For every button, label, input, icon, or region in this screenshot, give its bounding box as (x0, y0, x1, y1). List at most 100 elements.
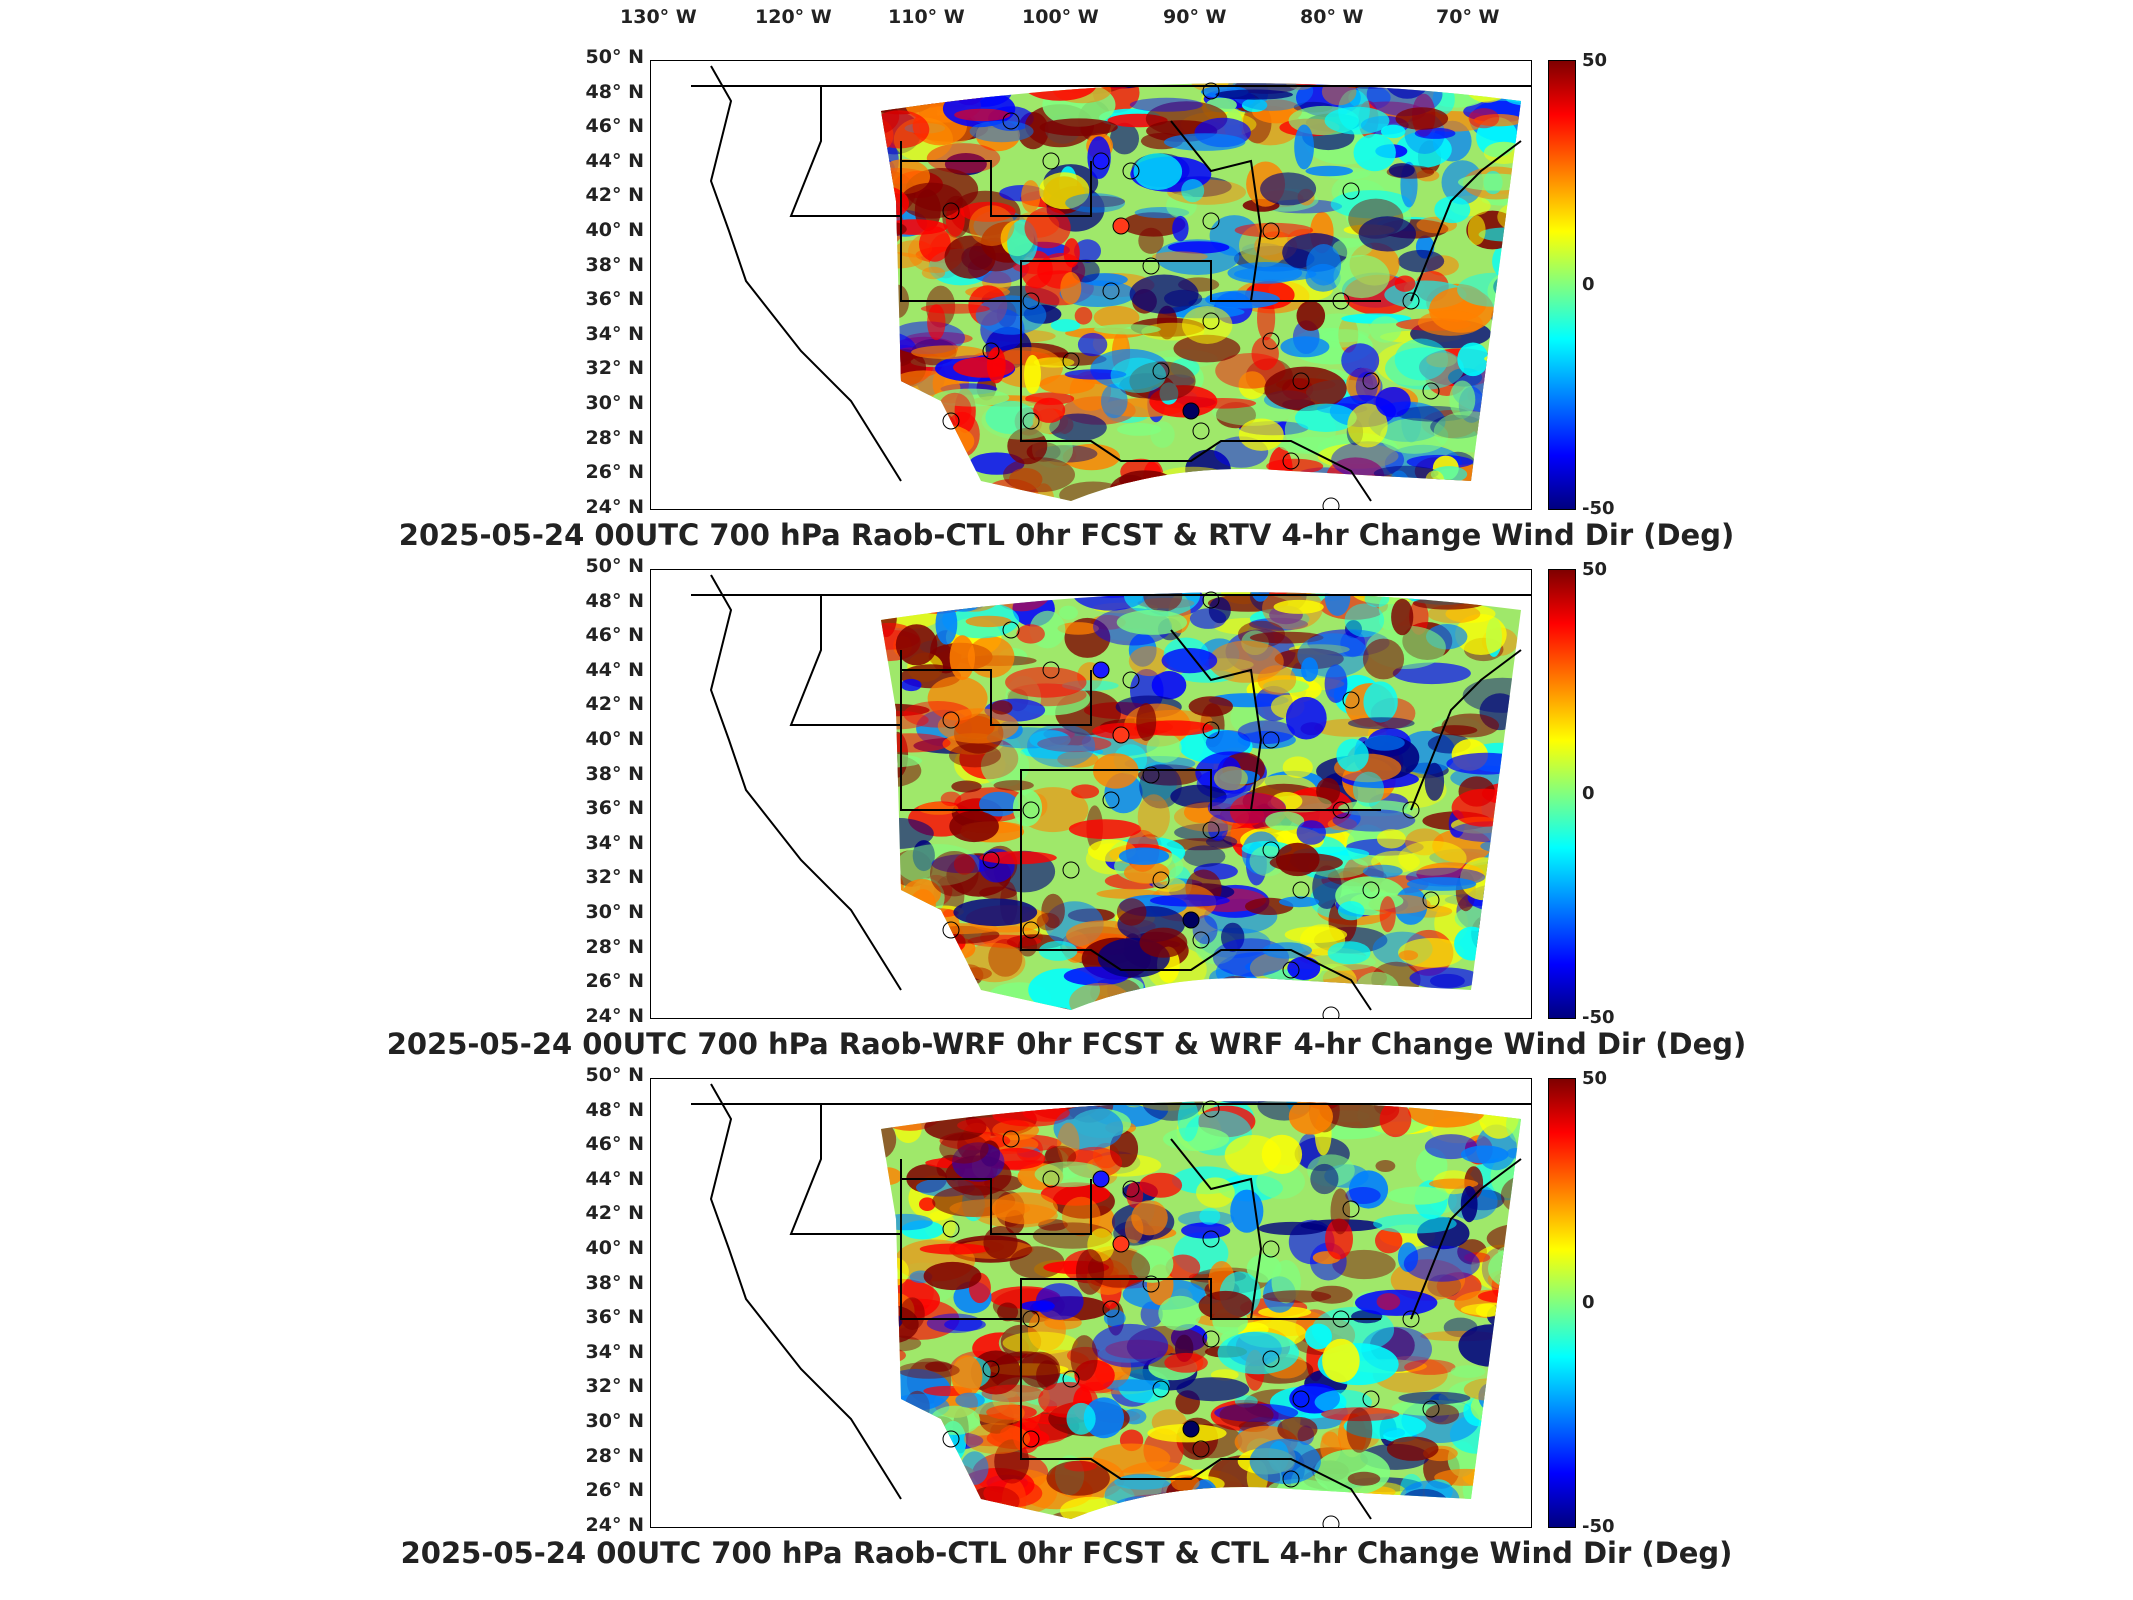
station-marker (1332, 801, 1350, 819)
map-canvas (691, 574, 1531, 1018)
lat-label: 48° N (585, 80, 644, 103)
lon-label: 100° W (1022, 6, 1099, 28)
lat-label: 40° N (585, 728, 644, 750)
station-marker (1112, 726, 1130, 744)
station-marker (1422, 891, 1440, 909)
station-marker (942, 412, 960, 430)
lat-label: 48° N (585, 589, 644, 612)
station-marker (1292, 372, 1310, 390)
station-marker (1152, 871, 1170, 889)
station-marker (1102, 282, 1120, 300)
station-marker (982, 851, 1000, 869)
station-marker (1282, 961, 1300, 979)
wind-dir-field (881, 592, 1521, 1010)
station-marker (1422, 382, 1440, 400)
lat-label: 46° N (585, 115, 644, 138)
lat-label: 28° N (585, 935, 644, 958)
map-panel-1: 50° N 48° N 46° N 44° N 42° N 40° N 38° N 36° N… (0, 44, 2133, 556)
station-marker (1002, 1130, 1020, 1148)
map-canvas (691, 1083, 1531, 1527)
lat-label: 50° N (585, 555, 644, 577)
colorbar-max-label: 50 (1582, 1068, 1608, 1089)
station-marker (1332, 1310, 1350, 1328)
station-marker (1202, 1100, 1220, 1118)
station-marker (1342, 691, 1360, 709)
station-marker (1092, 152, 1110, 170)
station-marker (1362, 881, 1380, 899)
station-marker (1342, 182, 1360, 200)
station-marker (1112, 1235, 1130, 1253)
station-marker (942, 1220, 960, 1238)
lat-label: 44° N (585, 149, 644, 172)
station-marker (942, 711, 960, 729)
station-marker (1062, 861, 1080, 879)
station-marker (1042, 152, 1060, 170)
lat-label: 30° N (585, 392, 644, 414)
colorbar-mid-label: 0 (1582, 274, 1595, 295)
station-marker (1022, 921, 1040, 939)
station-marker (1152, 1380, 1170, 1398)
station-markers (942, 591, 1440, 1018)
station-marker (1192, 1440, 1210, 1458)
station-marker (1422, 1400, 1440, 1418)
station-marker (1202, 1230, 1220, 1248)
station-marker (1092, 661, 1110, 679)
station-marker (1202, 82, 1220, 100)
map-plot (650, 569, 1532, 1019)
lat-label: 24° N (585, 495, 644, 518)
lat-label: 40° N (585, 1237, 644, 1259)
lat-label: 26° N (585, 970, 644, 993)
station-marker (1022, 292, 1040, 310)
panel-title: 2025-05-24 00UTC 700 hPa Raob-CTL 0hr FC… (398, 518, 1735, 552)
station-marker (1102, 791, 1120, 809)
station-marker (1202, 1330, 1220, 1348)
lat-label: 42° N (585, 1202, 644, 1225)
station-marker (1332, 292, 1350, 310)
map-plot (650, 60, 1532, 510)
station-marker (1262, 731, 1280, 749)
lat-label: 48° N (585, 1098, 644, 1121)
station-marker (1152, 362, 1170, 380)
station-marker (1142, 257, 1160, 275)
lat-label: 28° N (585, 1444, 644, 1467)
station-marker (1042, 1170, 1060, 1188)
station-marker (1202, 312, 1220, 330)
station-marker (1192, 931, 1210, 949)
colorbar-max-label: 50 (1582, 559, 1608, 580)
station-marker (1022, 1430, 1040, 1448)
lat-label: 26° N (585, 461, 644, 484)
station-marker (1022, 412, 1040, 430)
station-marker (1202, 721, 1220, 739)
station-marker (1262, 222, 1280, 240)
station-marker (982, 1360, 1000, 1378)
station-marker (1202, 821, 1220, 839)
map-outlines (691, 1083, 1531, 1520)
station-marker (1202, 212, 1220, 230)
station-marker (1262, 1350, 1280, 1368)
station-marker (1322, 497, 1340, 509)
lat-label: 34° N (585, 831, 644, 854)
station-marker (1402, 1310, 1420, 1328)
lat-label: 24° N (585, 1004, 644, 1027)
lat-label: 34° N (585, 322, 644, 345)
lat-label: 32° N (585, 866, 644, 889)
lat-label: 38° N (585, 253, 644, 276)
map-outlines (691, 574, 1531, 1011)
colorbar (1548, 60, 1576, 510)
lat-label: 36° N (585, 1306, 644, 1329)
station-marker (1292, 881, 1310, 899)
station-marker (1362, 372, 1380, 390)
lat-label: 50° N (585, 1064, 644, 1086)
colorbar-max-label: 50 (1582, 50, 1608, 71)
lat-label: 30° N (585, 1410, 644, 1432)
station-marker (1122, 162, 1140, 180)
station-marker (942, 1430, 960, 1448)
lon-label: 110° W (888, 6, 965, 28)
station-marker (1022, 1310, 1040, 1328)
lat-label: 28° N (585, 426, 644, 449)
colorbar-min-label: -50 (1582, 1007, 1615, 1028)
station-marker (1092, 1170, 1110, 1188)
lat-label: 42° N (585, 184, 644, 207)
wind-dir-field (881, 1101, 1521, 1519)
lat-label: 44° N (585, 1167, 644, 1190)
